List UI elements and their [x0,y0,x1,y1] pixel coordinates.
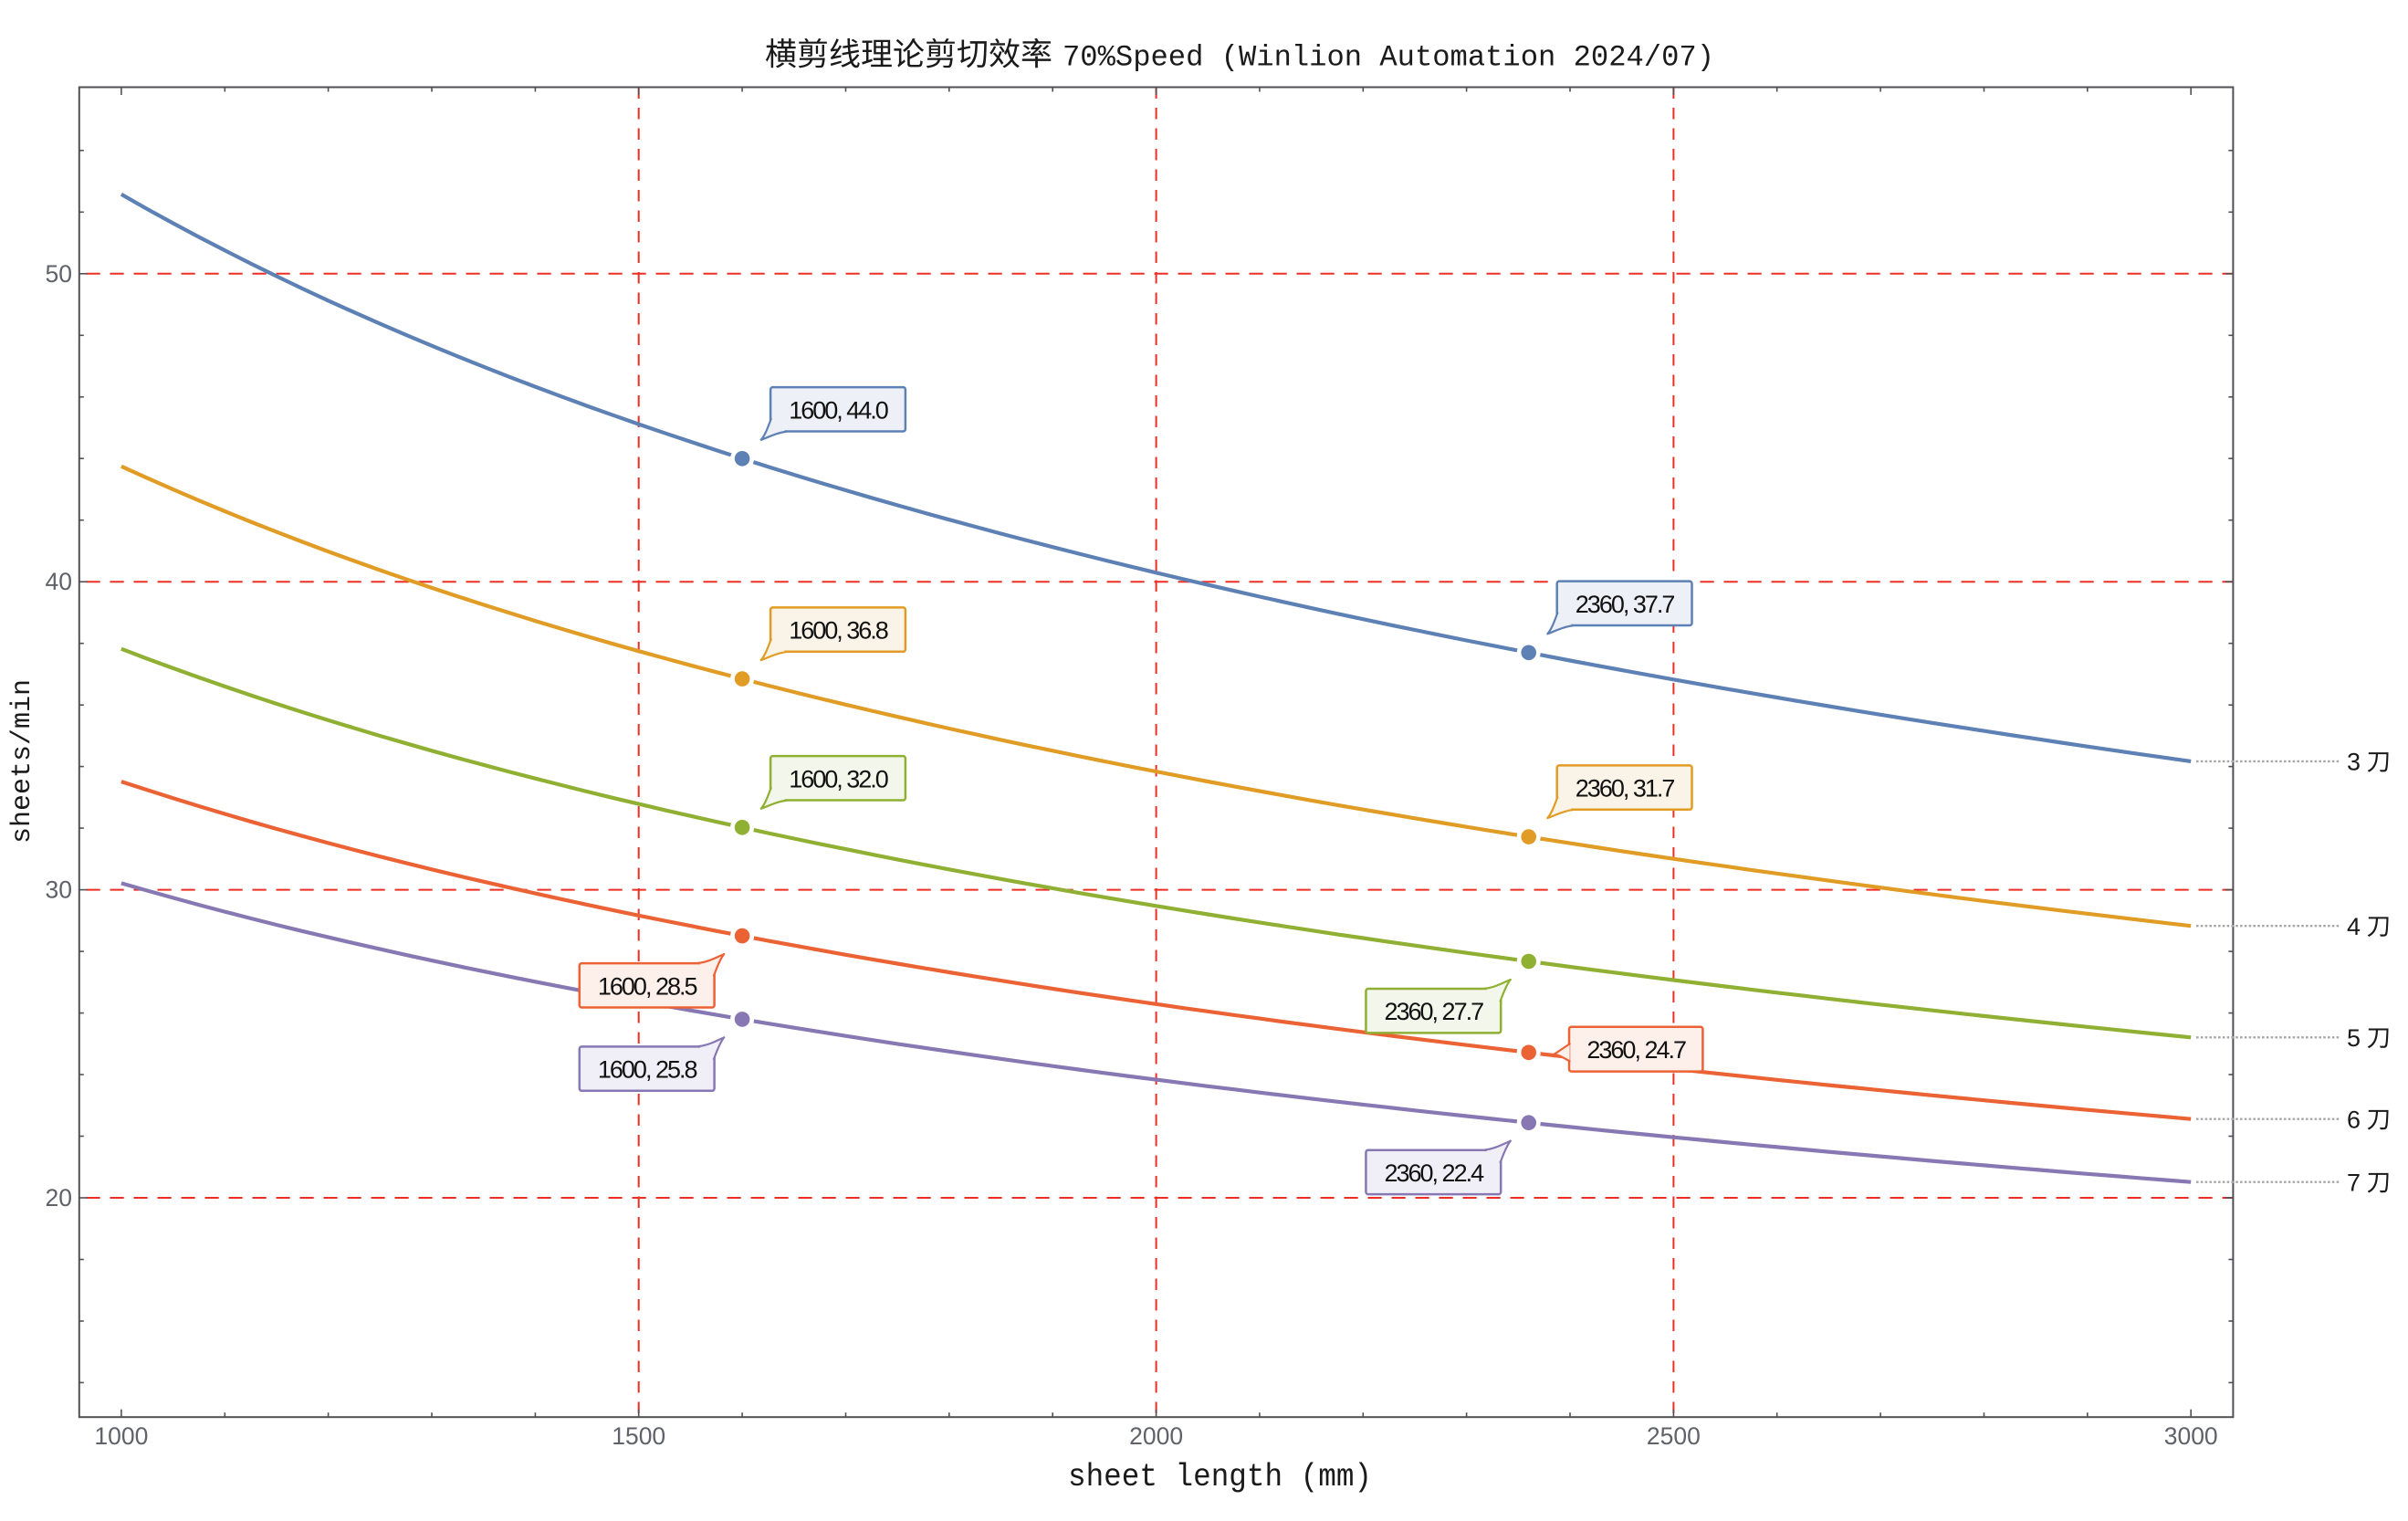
svg-text:2360, 22.4: 2360, 22.4 [1384,1159,1484,1187]
svg-text:7: 7 [2347,1169,2361,1196]
svg-text:6: 6 [2347,1106,2361,1133]
svg-text:5: 5 [2347,1024,2361,1052]
svg-text:sheet length (mm): sheet length (mm) [1068,1459,1372,1495]
svg-text:3: 3 [2347,749,2361,776]
svg-text:4: 4 [2347,913,2361,940]
svg-text:50: 50 [46,260,72,288]
svg-text:2360, 31.7: 2360, 31.7 [1576,775,1675,802]
svg-text:2360, 24.7: 2360, 24.7 [1586,1036,1686,1064]
svg-text:sheets/min: sheets/min [7,679,38,844]
svg-text:2000: 2000 [1129,1422,1183,1450]
svg-text:1600, 32.0: 1600, 32.0 [789,765,888,792]
svg-text:30: 30 [46,876,72,904]
svg-text:40: 40 [46,568,72,595]
svg-text:1000: 1000 [94,1422,148,1450]
svg-text:1600, 44.0: 1600, 44.0 [789,396,888,424]
svg-text:1500: 1500 [612,1422,665,1450]
svg-text:2500: 2500 [1647,1422,1701,1450]
svg-text:3000: 3000 [2164,1422,2218,1450]
svg-text:1600, 25.8: 1600, 25.8 [598,1056,697,1084]
svg-text:1600, 36.8: 1600, 36.8 [789,617,888,645]
svg-text:2360, 37.7: 2360, 37.7 [1576,591,1675,618]
svg-text:2360, 27.7: 2360, 27.7 [1384,998,1483,1025]
svg-text:20: 20 [46,1184,72,1212]
svg-text:1600, 28.5: 1600, 28.5 [598,972,697,1000]
svg-text:70%Speed (Winlion Automation 2: 70%Speed (Winlion Automation 2024/07) [1063,41,1714,75]
